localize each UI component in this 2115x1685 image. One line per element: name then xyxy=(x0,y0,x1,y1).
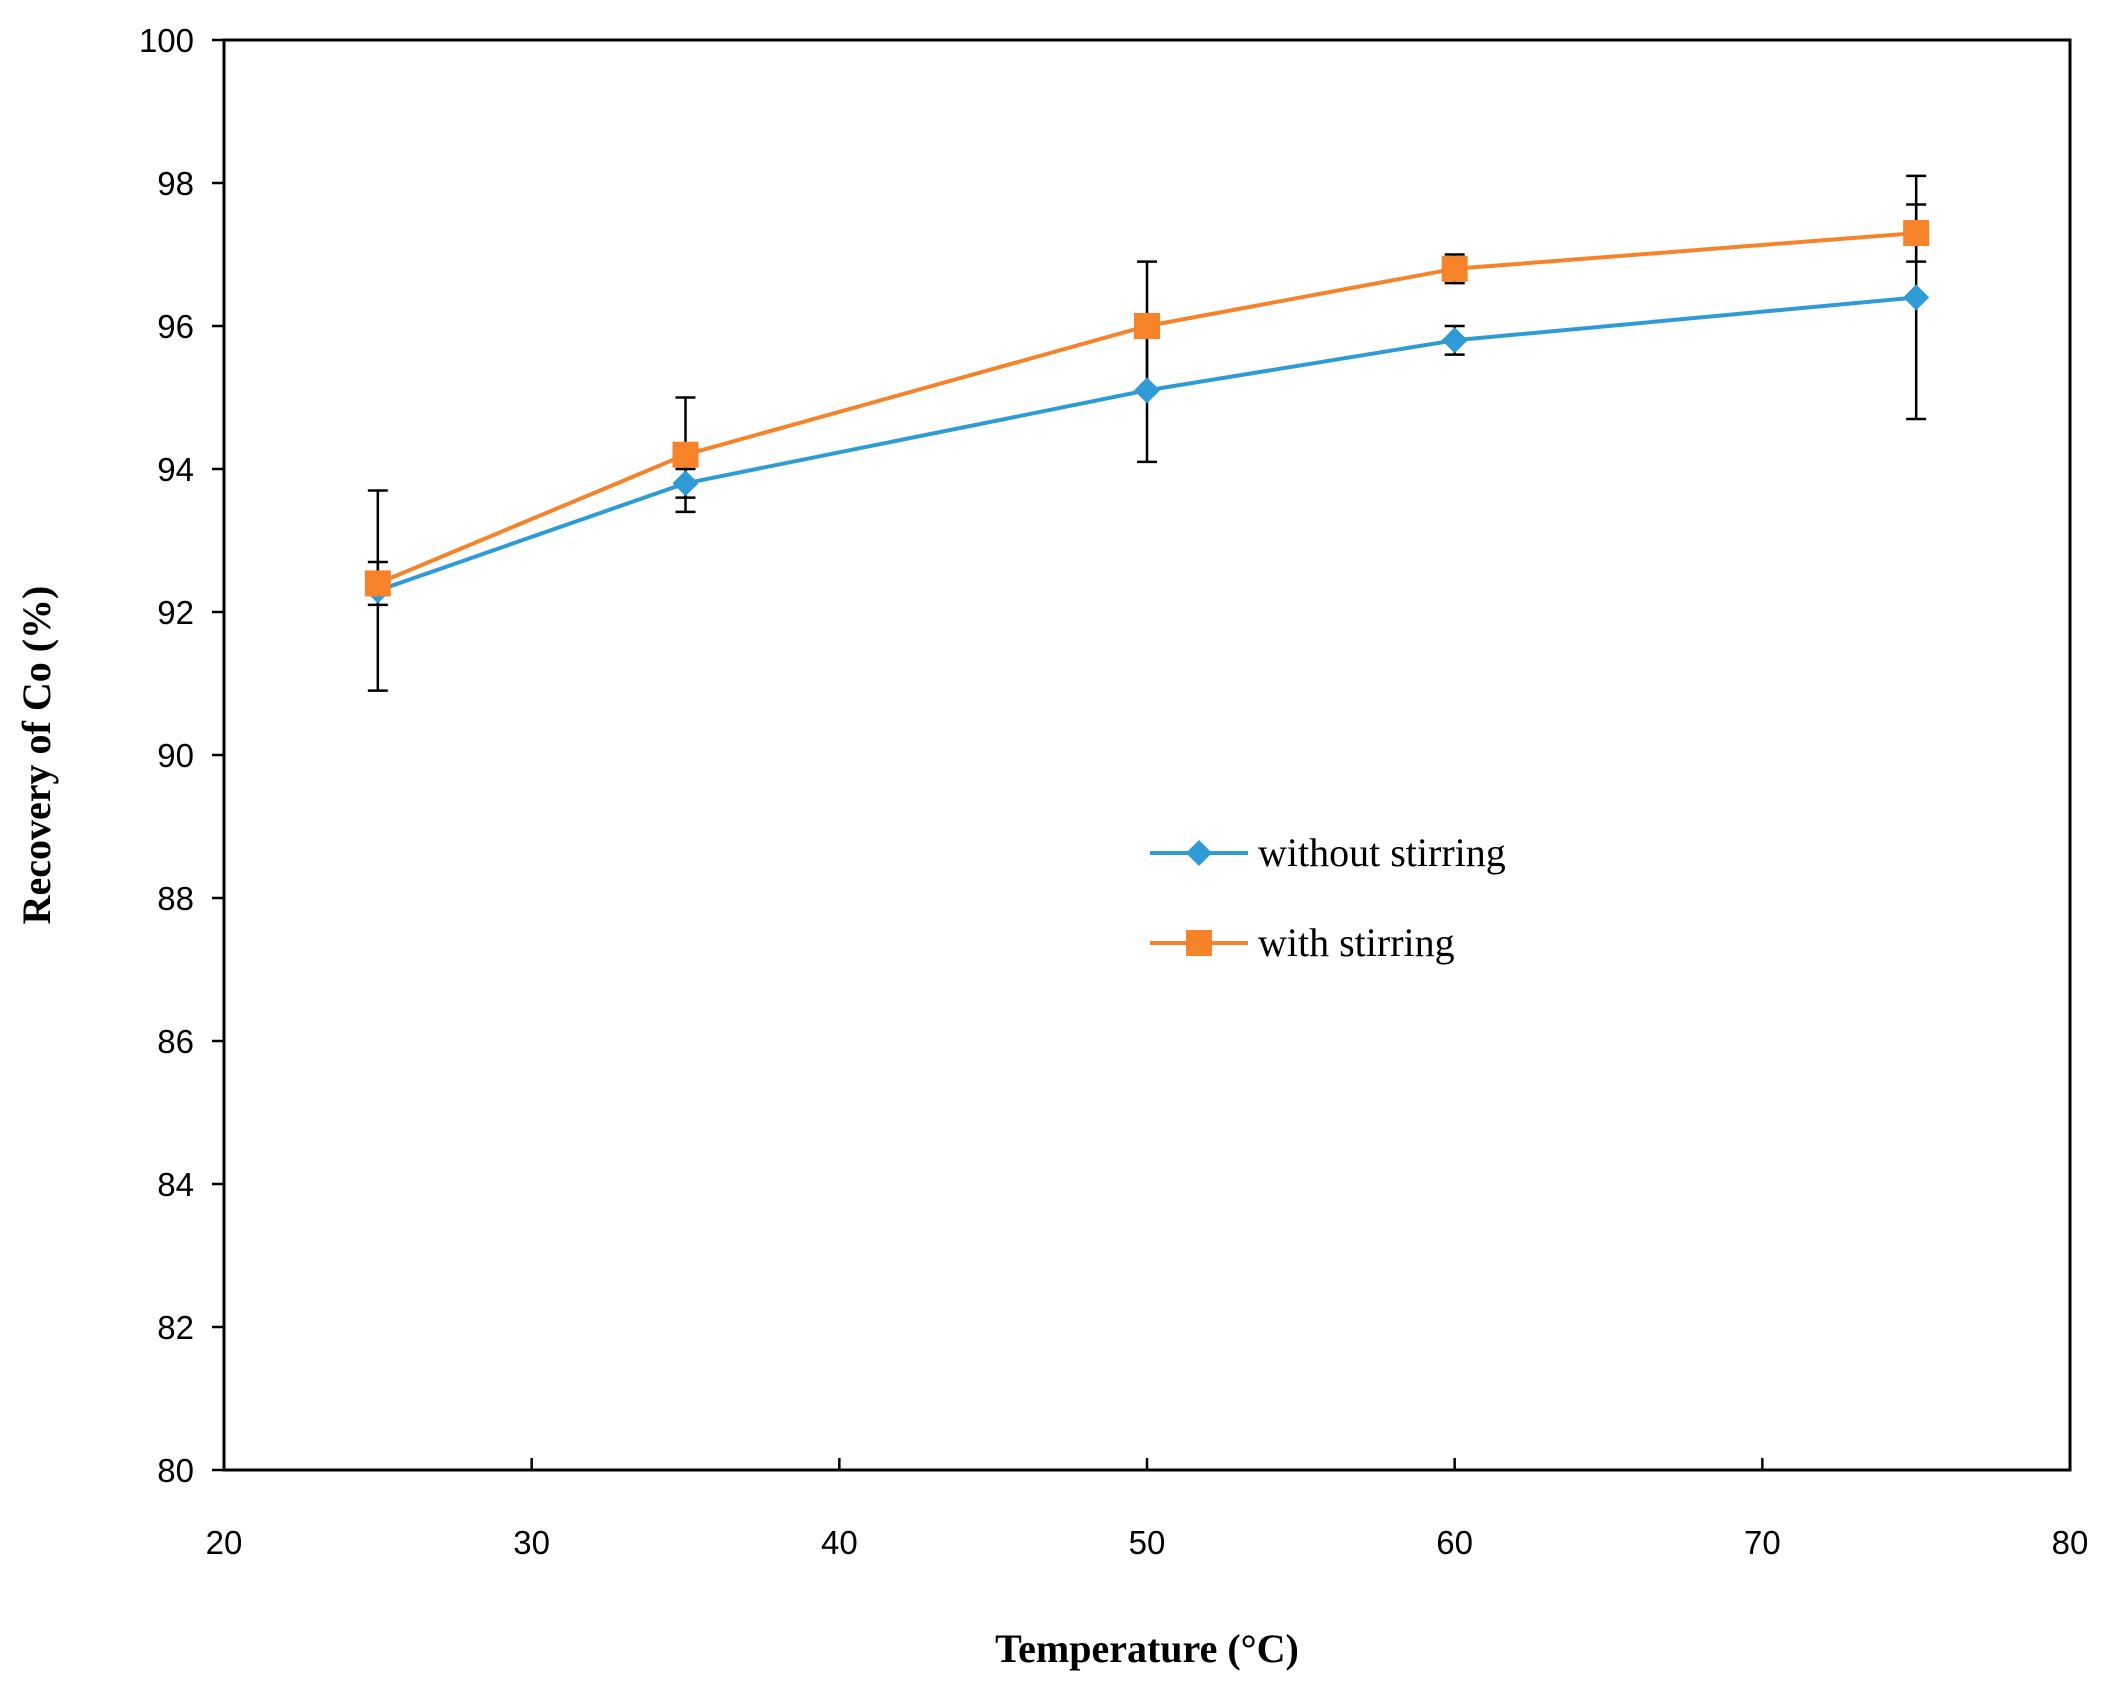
y-tick-label: 80 xyxy=(157,1452,194,1489)
x-axis-title: Temperature (°C) xyxy=(995,1626,1299,1671)
legend: without stirring with stirring xyxy=(1150,830,1506,965)
data-point-without-stirring xyxy=(1134,377,1160,404)
y-tick-label: 86 xyxy=(157,1023,194,1060)
y-tick-label: 82 xyxy=(157,1309,194,1346)
data-point-without-stirring xyxy=(1441,327,1468,354)
y-tick-label: 96 xyxy=(157,308,194,345)
y-tick-label: 88 xyxy=(157,880,194,917)
x-tick-label: 40 xyxy=(821,1524,858,1561)
legend-label-with-stirring: with stirring xyxy=(1258,920,1455,965)
data-point-without-stirring xyxy=(672,470,699,497)
y-tick-label: 98 xyxy=(157,165,194,202)
x-tick-label: 80 xyxy=(2052,1524,2089,1561)
x-tick-label: 30 xyxy=(513,1524,550,1561)
data-point-with-stirring xyxy=(1441,255,1468,282)
series-markers xyxy=(364,220,1930,604)
y-tick-label: 90 xyxy=(157,737,194,774)
x-tick-label: 60 xyxy=(1436,1524,1473,1561)
data-point-without-stirring xyxy=(1903,284,1930,311)
data-point-with-stirring xyxy=(1134,313,1160,339)
x-tick-label: 50 xyxy=(1129,1524,1166,1561)
y-tick-label: 84 xyxy=(157,1166,194,1203)
legend-swatch-marker-without-stirring xyxy=(1186,840,1212,866)
axis-ticks: 80 82 84 86 88 90 92 94 96 98 100 20 30 40 50 60 70 80 xyxy=(139,22,2088,1561)
x-tick-label: 20 xyxy=(206,1524,243,1561)
data-point-with-stirring xyxy=(364,570,391,597)
legend-label-without-stirring: without stirring xyxy=(1258,830,1506,875)
y-tick-label: 94 xyxy=(157,451,194,488)
data-point-with-stirring xyxy=(672,441,699,468)
data-point-with-stirring xyxy=(1903,220,1930,247)
x-tick-label: 70 xyxy=(1744,1524,1781,1561)
y-axis-title: Recovery of Co (%) xyxy=(14,586,59,925)
y-tick-label: 92 xyxy=(157,594,194,631)
y-tick-label: 100 xyxy=(139,22,194,59)
legend-swatch-marker-with-stirring xyxy=(1186,930,1212,956)
